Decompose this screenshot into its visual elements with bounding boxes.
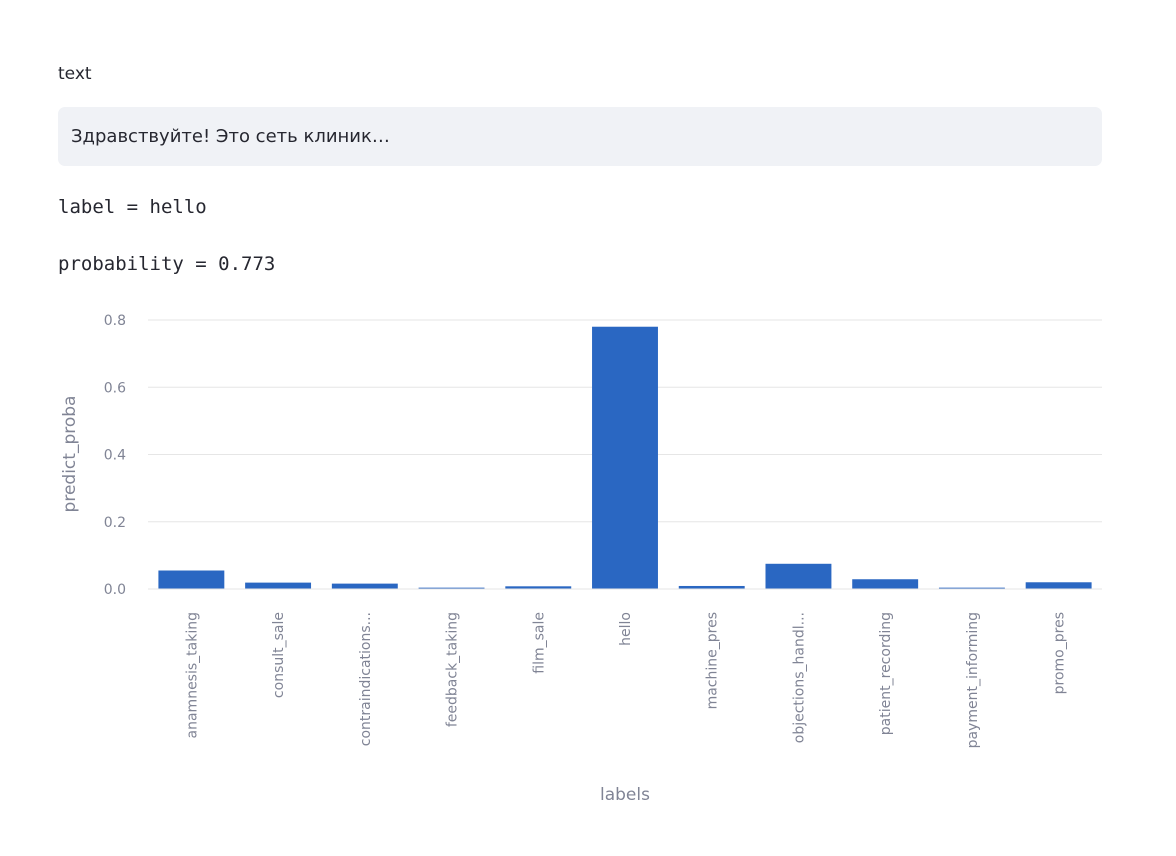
bar-hello	[592, 326, 658, 589]
x-tick-label: hello	[618, 612, 634, 646]
bar-patient_recording	[852, 579, 919, 589]
y-tick-label: 0.6	[104, 380, 126, 396]
y-tick-label: 0.2	[104, 515, 126, 531]
x-tick-label: feedback_taking	[445, 612, 461, 727]
bar-feedback_taking	[418, 587, 485, 589]
bar-contraindications	[331, 583, 398, 589]
bar-payment_informing	[938, 587, 1005, 589]
bar-promo_pres	[1025, 582, 1092, 589]
x-tick-label: consult_sale	[271, 612, 287, 698]
text-field-label: text	[58, 64, 92, 84]
bar-consult_sale	[245, 582, 312, 589]
x-tick-label: payment_informing	[965, 612, 981, 748]
x-axis-ticks: anamnesis_taking consult_sale contraindica…	[184, 612, 1067, 748]
bar-objections_handl	[765, 563, 832, 589]
chart-bars	[158, 326, 1092, 589]
y-axis-ticks: 0.0 0.2 0.4 0.6 0.8	[104, 313, 126, 598]
bar-film_sale	[505, 586, 572, 589]
x-tick-label: patient_recording	[878, 612, 894, 735]
probability-text: probability = 0.773	[58, 253, 276, 275]
x-tick-label: contraindications...	[358, 612, 374, 746]
y-tick-label: 0.0	[104, 582, 126, 598]
text-input[interactable]: Здравствуйте! Это сеть клиник…	[58, 107, 1102, 166]
x-tick-label: promo_pres	[1052, 612, 1068, 694]
bar-anamnesis_taking	[158, 570, 225, 589]
y-tick-label: 0.4	[104, 448, 126, 464]
y-tick-label: 0.8	[104, 313, 126, 329]
y-axis-title: predict_proba	[60, 396, 80, 513]
predicted-label-text: label = hello	[58, 196, 207, 218]
x-tick-label: anamnesis_taking	[184, 612, 200, 738]
x-axis-title: labels	[600, 785, 650, 805]
bar-machine_pres	[678, 585, 745, 589]
x-tick-label: film_sale	[531, 612, 547, 674]
x-tick-label: objections_handl...	[791, 612, 807, 743]
x-tick-label: machine_pres	[705, 612, 721, 709]
